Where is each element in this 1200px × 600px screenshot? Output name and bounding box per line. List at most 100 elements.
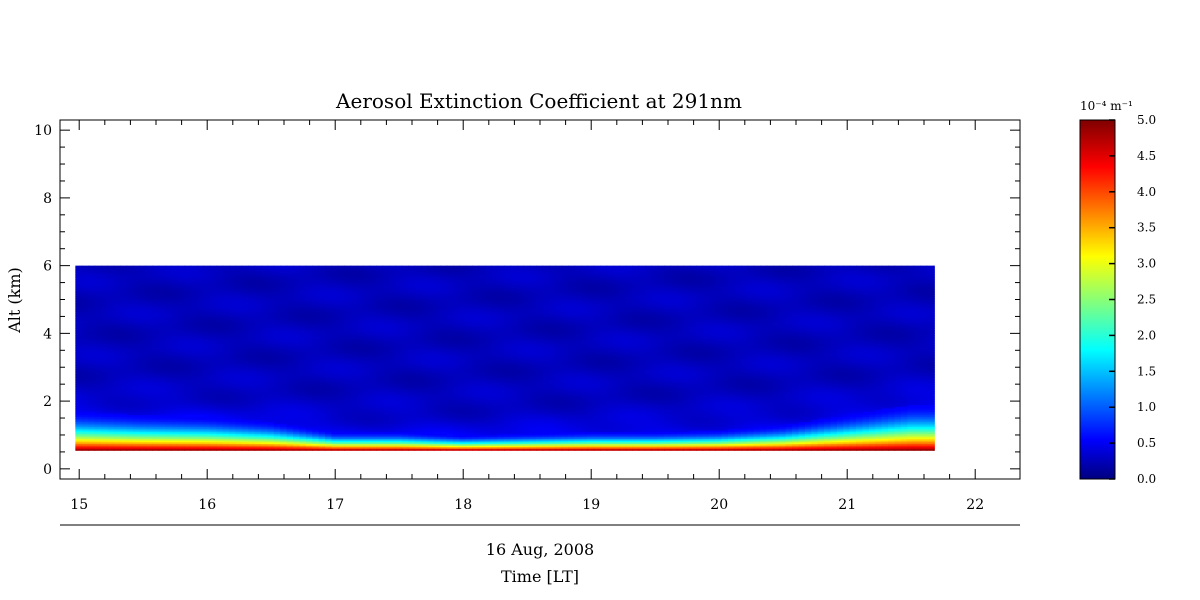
heatmap-cell: [81, 316, 89, 319]
heatmap-cell: [81, 438, 89, 441]
heatmap-cell: [152, 272, 160, 275]
heatmap-cell: [75, 352, 83, 355]
heatmap-cell: [94, 412, 102, 416]
heatmap-cell: [190, 304, 198, 307]
heatmap-cell: [171, 423, 179, 426]
heatmap-cell: [107, 272, 115, 275]
heatmap-cell: [196, 372, 204, 375]
heatmap-cell: [100, 275, 108, 279]
heatmap-cell: [158, 406, 166, 409]
heatmap-cell: [164, 419, 172, 423]
heatmap-cell: [196, 338, 204, 341]
heatmap-cell: [113, 345, 121, 348]
heatmap-cell: [126, 426, 134, 429]
heatmap-cell: [81, 357, 89, 360]
heatmap-cell: [184, 328, 192, 331]
heatmap-cell: [177, 424, 185, 428]
heatmap-cell: [75, 423, 83, 426]
heatmap-cell: [184, 374, 192, 377]
heatmap-cell: [158, 280, 166, 284]
heatmap-cell: [190, 331, 198, 334]
heatmap-cell: [94, 446, 102, 450]
heatmap-cell: [164, 397, 172, 401]
heatmap-cell: [107, 302, 115, 306]
heatmap-cell: [184, 384, 192, 387]
heatmap-cell: [177, 409, 185, 412]
heatmap-cell: [164, 348, 172, 351]
heatmap-cell: [286, 265, 294, 268]
heatmap-cell: [113, 355, 121, 358]
heatmap-cell: [113, 338, 121, 341]
heatmap-cell: [203, 270, 211, 273]
heatmap-cell: [139, 355, 147, 358]
heatmap-cell: [158, 282, 166, 285]
heatmap-cell: [209, 355, 217, 358]
heatmap-cell: [139, 341, 147, 345]
heatmap-cell: [94, 426, 102, 429]
heatmap-cell: [132, 275, 140, 279]
heatmap-cell: [209, 348, 217, 351]
heatmap-cell: [94, 296, 102, 299]
heatmap-cell: [305, 265, 313, 268]
heatmap-cell: [94, 409, 102, 412]
heatmap-cell: [184, 429, 192, 433]
heatmap-cell: [94, 365, 102, 368]
heatmap-cell: [177, 379, 185, 382]
heatmap-cell: [184, 440, 192, 443]
heatmap-cell: [158, 316, 166, 319]
heatmap-cell: [132, 324, 140, 328]
heatmap-cell: [177, 428, 185, 431]
heatmap-cell: [171, 394, 179, 397]
heatmap-cell: [171, 407, 179, 411]
heatmap-cell: [203, 265, 211, 268]
heatmap-cell: [139, 265, 147, 268]
heatmap-cell: [120, 394, 128, 397]
heatmap-cell: [209, 358, 217, 362]
heatmap-cell: [132, 307, 140, 311]
heatmap-cell: [139, 275, 147, 279]
heatmap-cell: [190, 313, 198, 316]
heatmap-cell: [203, 307, 211, 311]
heatmap-cell: [203, 396, 211, 399]
heatmap-cell: [132, 368, 140, 372]
heatmap-cell: [132, 314, 140, 318]
heatmap-cell: [209, 385, 217, 389]
heatmap-cell: [126, 296, 134, 299]
heatmap-cell: [120, 355, 128, 358]
heatmap-cell: [107, 355, 115, 358]
heatmap-cell: [171, 306, 179, 309]
heatmap-cell: [132, 280, 140, 284]
heatmap-cell: [177, 279, 185, 282]
heatmap-cell: [190, 418, 198, 421]
chart-title: Aerosol Extinction Coefficient at 291nm: [335, 89, 742, 113]
heatmap-cell: [126, 423, 134, 426]
heatmap-cell: [126, 384, 134, 387]
heatmap-cell: [209, 311, 217, 314]
heatmap-cell: [203, 267, 211, 270]
heatmap-cell: [152, 291, 160, 294]
heatmap-cell: [100, 419, 108, 423]
heatmap-cell: [190, 382, 198, 385]
heatmap-cell: [184, 333, 192, 336]
heatmap-cell: [88, 445, 96, 448]
heatmap-cell: [75, 302, 83, 306]
heatmap-cell: [81, 407, 89, 411]
heatmap-cell: [203, 426, 211, 429]
heatmap-cell: [145, 352, 153, 355]
heatmap-cell: [177, 434, 185, 438]
heatmap-cell: [203, 407, 211, 411]
heatmap-cell: [171, 436, 179, 439]
heatmap-cell: [145, 363, 153, 367]
heatmap-cell: [100, 270, 108, 273]
heatmap-cell: [126, 301, 134, 304]
heatmap-cell: [81, 375, 89, 378]
heatmap-cell: [203, 443, 211, 446]
heatmap-cell: [158, 357, 166, 360]
heatmap-cell: [100, 438, 108, 441]
heatmap-cell: [113, 296, 121, 299]
heatmap-cell: [145, 336, 153, 340]
heatmap-cell: [100, 319, 108, 323]
heatmap-cell: [126, 304, 134, 307]
heatmap-cell: [113, 297, 121, 301]
heatmap-cell: [177, 358, 185, 362]
